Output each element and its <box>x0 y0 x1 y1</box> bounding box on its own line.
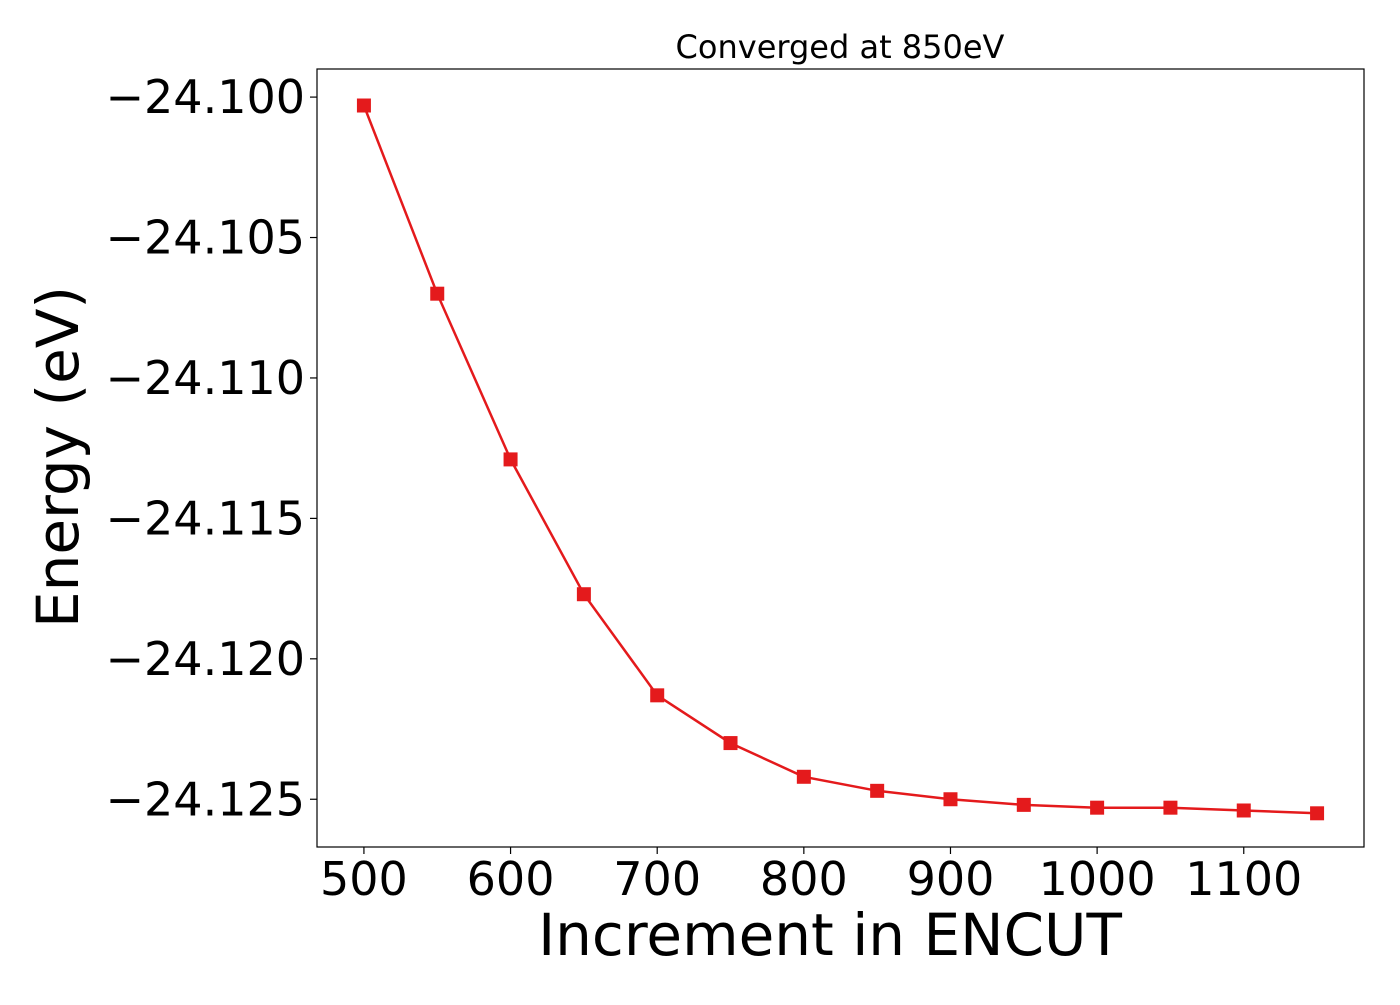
data-point-marker <box>1016 797 1031 812</box>
data-point-marker <box>503 452 518 467</box>
data-point-marker <box>1310 806 1325 821</box>
data-point-marker <box>796 769 811 784</box>
y-tick-label: −24.115 <box>106 491 306 545</box>
data-point-marker <box>430 286 445 301</box>
data-point-marker <box>1090 800 1105 815</box>
plot-frame <box>316 68 1365 848</box>
data-point-marker <box>576 587 591 602</box>
chart-title: Converged at 850eV <box>676 28 1005 66</box>
data-point-marker <box>356 98 371 113</box>
data-point-marker <box>943 792 958 807</box>
data-point-marker <box>650 688 665 703</box>
x-tick-label: 800 <box>760 852 848 906</box>
y-tick-label: −24.110 <box>106 351 306 405</box>
data-point-marker <box>723 736 738 751</box>
y-tick-label: −24.125 <box>106 772 306 826</box>
data-point-marker <box>1236 803 1251 818</box>
series-line <box>362 105 1318 815</box>
y-axis-label: Energy (eV) <box>24 286 92 628</box>
x-axis-label: Increment in ENCUT <box>538 901 1122 969</box>
y-tick-label: −24.105 <box>106 211 306 265</box>
x-tick-label: 600 <box>467 852 555 906</box>
y-tick-label: −24.100 <box>106 70 306 124</box>
x-tick-label: 500 <box>320 852 408 906</box>
y-tick-label: −24.120 <box>106 632 306 686</box>
x-tick-label: 1100 <box>1185 852 1302 906</box>
x-tick-label: 700 <box>613 852 701 906</box>
data-point-marker <box>870 783 885 798</box>
x-tick-label: 900 <box>907 852 995 906</box>
data-point-marker <box>1163 800 1178 815</box>
x-tick-label: 1000 <box>1039 852 1156 906</box>
plot-area: 500 600 700 800 900 1000 1100 −24.100 −24.105 −24… <box>106 68 1365 906</box>
